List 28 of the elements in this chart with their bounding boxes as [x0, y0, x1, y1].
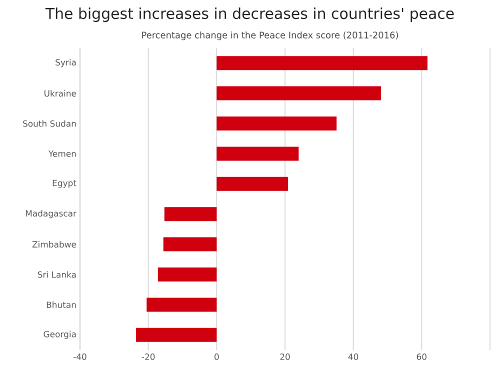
y-tick-label: Georgia: [44, 330, 76, 340]
bar: [136, 328, 217, 342]
y-tick-label: Ukraine: [44, 90, 76, 97]
x-tick-label: 0: [214, 354, 219, 360]
bar: [146, 298, 217, 312]
x-tick-label: -40: [73, 354, 86, 360]
y-tick-label: Zimbabwe: [32, 241, 76, 248]
y-tick-label: South Sudan: [23, 120, 76, 127]
y-tick-label: Egypt: [52, 180, 76, 188]
y-tick-label: Bhutan: [46, 301, 76, 308]
bar: [164, 207, 217, 222]
x-tick-label: 40: [348, 354, 358, 360]
chart-subtitle: Percentage change in the Peace Index score (2011-2016): [142, 32, 398, 40]
bar: [158, 268, 217, 282]
bar: [163, 237, 217, 252]
x-tick-label: -20: [142, 354, 155, 360]
y-tick-label: Syria: [56, 59, 76, 68]
y-tick-label: Yemen: [48, 150, 76, 157]
y-tick-label: Sri Lanka: [38, 271, 76, 278]
bar: [216, 86, 382, 100]
bar: [216, 56, 428, 70]
bar: [216, 176, 288, 191]
bar: [216, 116, 337, 130]
chart-title: The biggest increases in decreases in countries' peace: [45, 8, 454, 22]
bar: [216, 146, 299, 161]
x-tick-label: 20: [280, 354, 290, 360]
x-tick-label: 60: [416, 354, 426, 360]
y-tick-label: Madagascar: [26, 210, 76, 218]
